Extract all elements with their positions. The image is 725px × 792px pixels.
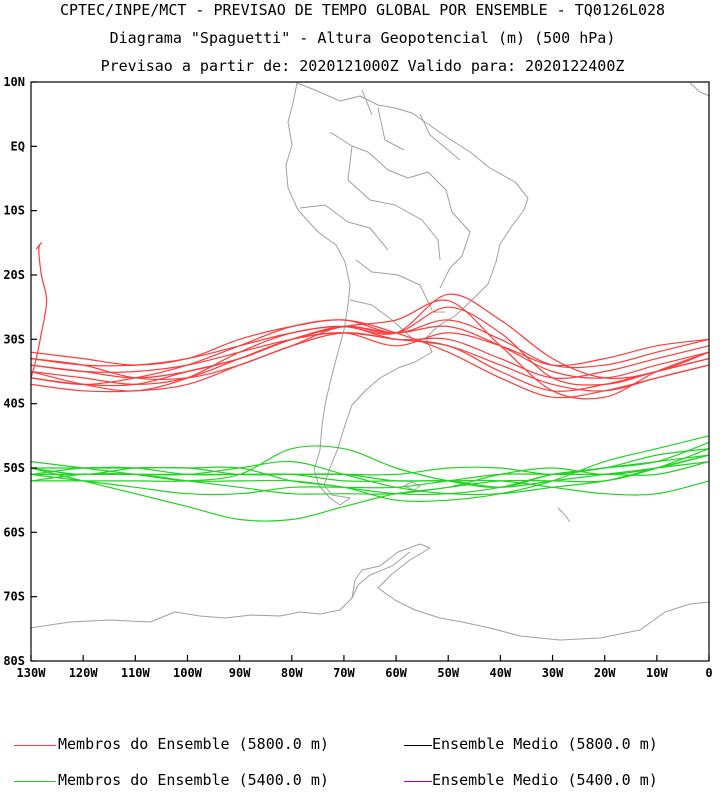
member-5800-line-9 [30,332,710,392]
x-tick-label: 100W [173,666,203,680]
x-tick-label: 80W [281,666,303,680]
x-tick-label: 40W [490,666,512,680]
country-borders [299,89,471,339]
south-america-coastline [285,82,529,506]
chart-subtitle: Diagrama "Spaguetti" - Altura Geopotenci… [109,29,616,47]
member-5800-line-2 [30,325,710,379]
legend-swatch-members-5400 [14,781,56,782]
member-5800-line-4 [30,319,710,386]
member-5800-line-6 [30,319,710,399]
x-tick-label: 110W [121,666,151,680]
x-tick-label: 90W [229,666,251,680]
falkland-islands [403,481,421,491]
legend-swatch-mean-5400 [404,781,432,782]
y-tick-label: 80S [3,654,25,668]
x-tick-label: 120W [69,666,99,680]
member-5800-line-8 [30,293,710,392]
antarctica-coastline [29,543,711,641]
y-tick-label: 50S [3,461,25,475]
legend-swatch-members-5800 [14,745,56,746]
antarctic-peninsula [351,551,411,599]
member-5400-line-7 [30,454,710,522]
ensemble-members-5800 [30,242,710,400]
y-axis-tick-labels: 10N EQ 10S 20S 30S 40S 50S 60S 70S 80S [3,75,25,668]
x-tick-label: 0 [705,666,712,680]
y-tick-label: 30S [3,332,25,346]
x-tick-label: 30W [542,666,564,680]
y-tick-label: 10N [3,75,25,89]
forecast-period: Previsao a partir de: 2020121000Z Valido… [100,57,625,75]
legend-mean-5400: Ensemble Medio (5400.0 m) [432,771,658,789]
member-5800-line-10 [30,299,710,400]
y-tick-label: EQ [11,139,25,153]
member-5400-line-5 [30,435,710,502]
legend-members-5800: Membros do Ensemble (5800.0 m) [58,735,329,753]
y-tick-label: 60S [3,525,25,539]
member-5800-line-1 [30,325,710,379]
member-5800-line-3 [30,332,710,392]
y-tick-label: 20S [3,268,25,282]
member-5400-line-8 [30,466,710,496]
chart-title: CPTEC/INPE/MCT - PREVISAO DE TEMPO GLOBA… [59,1,666,19]
axis-ticks [30,81,710,662]
y-tick-label: 40S [3,397,25,411]
coastline-map [29,82,711,641]
x-tick-label: 50W [437,666,459,680]
plot-frame [30,81,710,662]
x-tick-label: 60W [385,666,407,680]
y-tick-label: 70S [3,590,25,604]
legend-mean-5800: Ensemble Medio (5800.0 m) [432,735,658,753]
member-5800-west-contour [30,242,48,379]
member-5800-line-7 [30,332,710,373]
member-5400-line-10 [31,441,710,476]
legend-members-5400: Membros do Ensemble (5400.0 m) [58,771,329,789]
spaghetti-map: 130W 120W 110W 100W 90W 80W 70W 60W 50W 40W 30W 20W… [3,75,713,680]
legend-swatch-mean-5800 [404,745,432,746]
y-tick-label: 10S [3,204,25,218]
x-tick-label: 130W [17,666,47,680]
x-tick-label: 20W [594,666,616,680]
x-axis-tick-labels: 130W 120W 110W 100W 90W 80W 70W 60W 50W 40W 30W 20W… [17,666,713,680]
africa-coastline [689,82,711,97]
ensemble-members-5400 [30,435,710,522]
x-tick-label: 10W [646,666,668,680]
x-tick-label: 70W [333,666,355,680]
south-georgia [557,507,571,523]
